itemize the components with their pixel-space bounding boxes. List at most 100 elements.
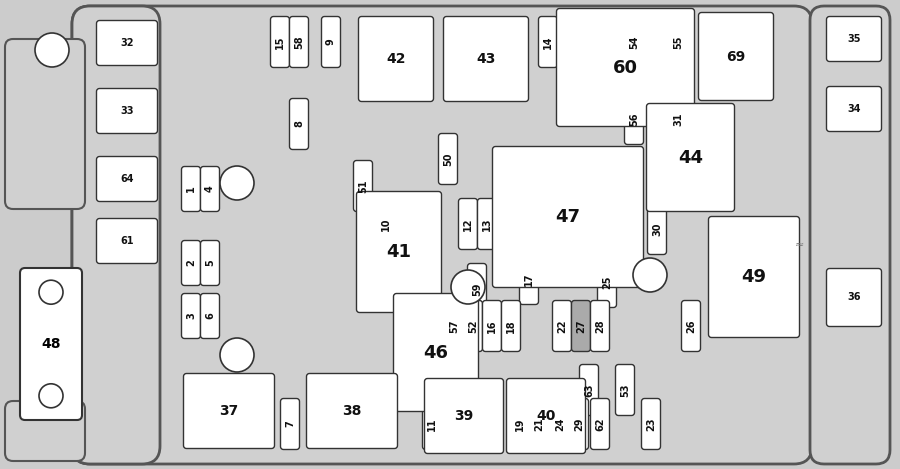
FancyBboxPatch shape	[290, 98, 309, 150]
FancyBboxPatch shape	[290, 16, 309, 68]
FancyBboxPatch shape	[510, 399, 529, 449]
Text: 46: 46	[424, 343, 448, 362]
FancyBboxPatch shape	[444, 16, 528, 101]
FancyBboxPatch shape	[356, 191, 442, 312]
FancyBboxPatch shape	[458, 198, 478, 250]
FancyBboxPatch shape	[556, 8, 695, 127]
FancyBboxPatch shape	[642, 399, 661, 449]
Circle shape	[633, 258, 667, 292]
FancyBboxPatch shape	[708, 217, 799, 338]
FancyBboxPatch shape	[5, 401, 85, 461]
FancyBboxPatch shape	[20, 268, 82, 420]
Text: 19: 19	[515, 417, 525, 431]
FancyBboxPatch shape	[616, 364, 634, 416]
FancyBboxPatch shape	[598, 257, 616, 308]
FancyBboxPatch shape	[96, 21, 158, 66]
Text: 47: 47	[555, 208, 580, 226]
Text: 21: 21	[534, 417, 544, 431]
Text: 61: 61	[121, 236, 134, 246]
Text: 56: 56	[629, 112, 639, 126]
Text: 15: 15	[275, 35, 285, 49]
FancyBboxPatch shape	[519, 254, 538, 304]
Text: 11: 11	[427, 417, 437, 431]
FancyBboxPatch shape	[5, 39, 85, 209]
FancyBboxPatch shape	[625, 16, 643, 68]
Text: 53: 53	[620, 383, 630, 397]
FancyBboxPatch shape	[464, 301, 482, 351]
FancyBboxPatch shape	[501, 301, 520, 351]
FancyBboxPatch shape	[72, 6, 812, 464]
FancyBboxPatch shape	[681, 301, 700, 351]
Text: 23: 23	[646, 417, 656, 431]
Text: 43: 43	[476, 52, 496, 66]
Text: 63: 63	[584, 383, 594, 397]
FancyBboxPatch shape	[422, 399, 442, 449]
Text: 2: 2	[186, 260, 196, 266]
Text: 52: 52	[468, 319, 478, 333]
FancyBboxPatch shape	[72, 6, 160, 464]
FancyBboxPatch shape	[492, 146, 644, 287]
Text: 62: 62	[595, 417, 605, 431]
Text: 8: 8	[294, 121, 304, 128]
Text: 28: 28	[595, 319, 605, 333]
Text: 4: 4	[205, 186, 215, 192]
Text: 33: 33	[121, 106, 134, 116]
FancyBboxPatch shape	[201, 241, 220, 286]
FancyBboxPatch shape	[376, 198, 395, 250]
FancyBboxPatch shape	[467, 264, 487, 315]
FancyBboxPatch shape	[478, 198, 497, 250]
FancyBboxPatch shape	[182, 166, 201, 212]
FancyBboxPatch shape	[826, 86, 881, 131]
Text: 6: 6	[205, 313, 215, 319]
Text: 64: 64	[121, 174, 134, 184]
Text: 41: 41	[386, 243, 411, 261]
FancyBboxPatch shape	[438, 134, 457, 184]
FancyBboxPatch shape	[281, 399, 300, 449]
FancyBboxPatch shape	[182, 241, 201, 286]
Text: 26: 26	[686, 319, 696, 333]
Text: 35: 35	[847, 34, 860, 44]
FancyBboxPatch shape	[572, 301, 590, 351]
Text: 5: 5	[205, 260, 215, 266]
FancyBboxPatch shape	[669, 16, 688, 68]
Text: 25: 25	[602, 275, 612, 289]
FancyBboxPatch shape	[182, 294, 201, 339]
FancyBboxPatch shape	[271, 16, 290, 68]
FancyBboxPatch shape	[529, 399, 548, 449]
Text: 48: 48	[41, 337, 61, 351]
Text: 42: 42	[386, 52, 406, 66]
FancyBboxPatch shape	[625, 93, 643, 144]
Circle shape	[39, 280, 63, 304]
Text: 31: 31	[673, 112, 683, 126]
FancyBboxPatch shape	[538, 16, 557, 68]
Text: ≈: ≈	[796, 240, 805, 250]
FancyBboxPatch shape	[590, 399, 609, 449]
FancyBboxPatch shape	[590, 301, 609, 351]
Text: 59: 59	[472, 282, 482, 296]
FancyBboxPatch shape	[551, 399, 570, 449]
FancyBboxPatch shape	[580, 364, 598, 416]
FancyBboxPatch shape	[358, 16, 434, 101]
Text: 14: 14	[543, 35, 553, 49]
FancyBboxPatch shape	[647, 204, 667, 255]
Text: 7: 7	[285, 421, 295, 427]
FancyBboxPatch shape	[201, 294, 220, 339]
Text: 34: 34	[847, 104, 860, 114]
FancyBboxPatch shape	[669, 93, 688, 144]
Text: 58: 58	[294, 35, 304, 49]
FancyBboxPatch shape	[553, 301, 572, 351]
Text: 17: 17	[524, 272, 534, 286]
Circle shape	[39, 384, 63, 408]
Text: 54: 54	[629, 35, 639, 49]
FancyBboxPatch shape	[96, 157, 158, 202]
Text: 16: 16	[487, 319, 497, 333]
Text: 55: 55	[673, 35, 683, 49]
Text: 51: 51	[358, 179, 368, 193]
Text: 69: 69	[726, 50, 745, 63]
FancyBboxPatch shape	[698, 13, 773, 100]
Text: 10: 10	[381, 217, 391, 231]
FancyBboxPatch shape	[96, 89, 158, 134]
FancyBboxPatch shape	[826, 16, 881, 61]
Text: 37: 37	[220, 404, 238, 418]
FancyBboxPatch shape	[321, 16, 340, 68]
